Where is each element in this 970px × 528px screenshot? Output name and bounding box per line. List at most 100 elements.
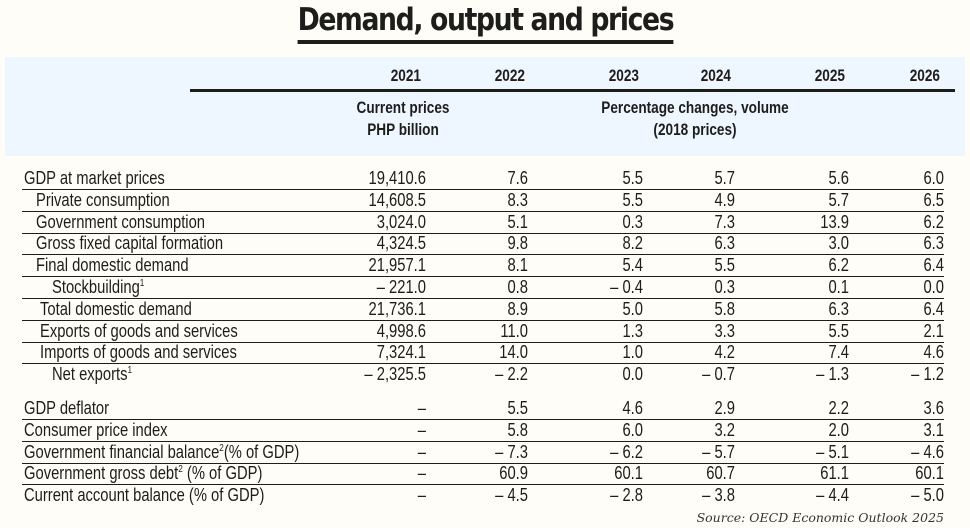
- table-row: Government financial balance2(% of GDP) –…: [22, 441, 944, 464]
- cell-2026: 4.6: [923, 342, 944, 363]
- cell-2025: 13.9: [820, 211, 849, 232]
- cell-2026: 6.4: [923, 298, 944, 319]
- row-label: Final domestic demand: [36, 254, 189, 276]
- row-label: Imports of goods and services: [40, 341, 237, 363]
- cell-2021: –: [417, 463, 426, 484]
- cell-2025: 5.7: [828, 189, 849, 210]
- cell-2025: – 4.4: [816, 485, 849, 506]
- cell-2023: 8.2: [622, 233, 643, 254]
- row-label-text: Government financial balance: [24, 441, 220, 462]
- col-header-2021: 2021: [390, 66, 421, 85]
- row-label: Gross fixed capital formation: [36, 232, 223, 254]
- cell-2022: – 7.3: [495, 441, 528, 462]
- cell-2023: 5.4: [622, 255, 643, 276]
- table-row: Total domestic demand 21,736.1 8.9 5.0 5.8 6.…: [22, 298, 944, 321]
- cell-2024: – 3.8: [702, 485, 735, 506]
- cell-2025: 3.0: [828, 233, 849, 254]
- cell-2025: – 1.3: [816, 364, 849, 385]
- row-label: Net exports1: [52, 363, 132, 385]
- cell-2026: 6.4: [923, 255, 944, 276]
- cell-2024: – 0.7: [702, 364, 735, 385]
- table-row: Government gross debt2 (% of GDP) – 60.9 60…: [22, 462, 944, 486]
- cell-2023: – 2.8: [610, 485, 643, 506]
- table-row: GDP at market prices 19,410.6 7.6 5.5 5.7 5.6…: [22, 167, 944, 190]
- units-left-line2: PHP billion: [367, 120, 439, 139]
- cell-2022: 8.9: [507, 298, 528, 319]
- cell-2021: – 221.0: [376, 277, 426, 297]
- footnote-marker: 2: [219, 442, 224, 454]
- table-row: Final domestic demand 21,957.1 8.1 5.4 5.5 6.…: [22, 254, 944, 278]
- cell-2021: –: [417, 419, 426, 440]
- row-label-text: Imports of goods and services: [40, 342, 237, 363]
- source-note: Source: OECD Economic Outlook 2025: [696, 510, 944, 525]
- col-header-2025: 2025: [814, 66, 845, 85]
- row-label-text: Net exports: [52, 364, 128, 385]
- col-header-2026: 2026: [909, 66, 940, 85]
- table-row: Gross fixed capital formation 4,324.5 9.8 8…: [22, 232, 944, 256]
- cell-2021: 14,608.5: [368, 189, 426, 210]
- cell-2022: 8.1: [507, 255, 528, 276]
- cell-2022: 11.0: [500, 320, 528, 341]
- row-label: Stockbuilding1: [52, 276, 144, 298]
- cell-2023: 5.0: [622, 298, 643, 319]
- cell-2023: 5.5: [622, 189, 643, 210]
- cell-2024: 3.3: [714, 320, 735, 341]
- cell-2023: 0.3: [622, 211, 643, 232]
- cell-2023: – 0.4: [610, 277, 643, 297]
- col-header-2022: 2022: [494, 66, 525, 85]
- row-label: Government gross debt2 (% of GDP): [24, 462, 262, 484]
- row-label: GDP at market prices: [24, 167, 165, 189]
- cell-2023: 6.0: [622, 419, 643, 440]
- cell-2024: 4.2: [714, 342, 735, 363]
- cell-2022: 60.9: [499, 463, 528, 484]
- cell-2023: 0.0: [622, 364, 643, 385]
- cell-2023: 5.5: [622, 168, 643, 188]
- cell-2026: 60.1: [915, 463, 944, 484]
- cell-2021: –: [417, 398, 426, 418]
- cell-2021: –: [417, 485, 426, 506]
- row-label: Government financial balance2(% of GDP): [24, 441, 299, 463]
- row-label-text: GDP deflator: [24, 398, 110, 418]
- row-label-text: Current account balance (% of GDP): [24, 485, 265, 506]
- cell-2025: 2.0: [828, 419, 849, 440]
- cell-2022: 7.6: [507, 168, 528, 188]
- cell-2024: 3.2: [714, 419, 735, 440]
- cell-2021: –: [417, 441, 426, 462]
- cell-2024: 5.7: [714, 168, 735, 188]
- cell-2021: 4,998.6: [376, 320, 426, 341]
- cell-2023: 1.0: [622, 342, 643, 363]
- table-row: Current account balance (% of GDP) – – 4.5…: [22, 484, 944, 506]
- cell-2021: 4,324.5: [376, 233, 426, 254]
- row-label-text: Exports of goods and services: [40, 320, 238, 341]
- cell-2024: 6.3: [714, 233, 735, 254]
- row-label: Private consumption: [36, 189, 170, 211]
- row-label-suffix: (% of GDP): [182, 463, 263, 484]
- table-row: Government consumption 3,024.0 5.1 0.3 7.3 13…: [22, 211, 944, 234]
- row-label-text: Private consumption: [36, 189, 170, 210]
- units-right-line1: Percentage changes, volume: [601, 98, 789, 117]
- row-label-text: Stockbuilding: [52, 277, 140, 297]
- cell-2026: – 1.2: [911, 364, 944, 385]
- footnote-marker: 1: [139, 278, 145, 289]
- table-row: Net exports1 – 2,325.5 – 2.2 0.0 – 0.7 – 1.3 –…: [22, 363, 944, 385]
- cell-2024: 0.3: [714, 277, 735, 297]
- cell-2022: 8.3: [507, 189, 528, 210]
- cell-2022: 5.5: [507, 398, 528, 418]
- cell-2021: 19,410.6: [368, 168, 426, 188]
- cell-2021: 21,736.1: [368, 298, 426, 319]
- cell-2022: 5.8: [507, 419, 528, 440]
- table-header: 2021 2022 2023 2024 2025 2026 Current pr…: [5, 57, 965, 156]
- cell-2026: 6.5: [923, 189, 944, 210]
- cell-2025: 2.2: [828, 398, 849, 418]
- cell-2025: 7.4: [828, 342, 849, 363]
- table-row: Exports of goods and services 4,998.6 11.0…: [22, 320, 944, 343]
- cell-2026: 6.3: [923, 233, 944, 254]
- table-row: Imports of goods and services 7,324.1 14.0…: [22, 341, 944, 365]
- cell-2026: 6.0: [923, 168, 944, 188]
- cell-2022: 9.8: [507, 233, 528, 254]
- cell-2025: 61.1: [820, 463, 849, 484]
- col-header-2023: 2023: [608, 66, 639, 85]
- page-title: Demand, output and prices: [297, 2, 674, 44]
- cell-2023: – 6.2: [610, 441, 643, 462]
- cell-2026: 3.6: [923, 398, 944, 418]
